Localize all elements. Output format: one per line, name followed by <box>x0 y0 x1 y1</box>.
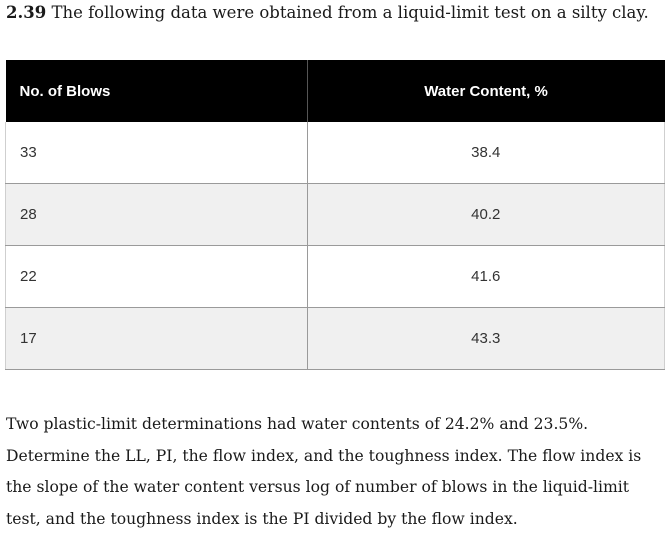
table-header-row: No. of Blows Water Content, % <box>5 60 665 122</box>
body-paragraph: Two plastic-limit determinations had wat… <box>6 415 642 528</box>
cell-blows: 17 <box>5 307 308 370</box>
table-row: 33 38.4 <box>5 122 665 184</box>
table-row: 22 41.6 <box>5 245 665 308</box>
cell-blows: 28 <box>5 183 308 246</box>
column-header-blows: No. of Blows <box>5 60 308 122</box>
problem-heading: 2.39 The following data were obtained fr… <box>6 2 661 24</box>
cell-water-content: 38.4 <box>307 122 665 184</box>
problem-body: Two plastic-limit determinations had wat… <box>6 409 662 535</box>
table-row: 17 43.3 <box>5 307 665 370</box>
cell-blows: 22 <box>5 245 308 308</box>
problem-statement: The following data were obtained from a … <box>51 3 649 22</box>
cell-blows: 33 <box>5 122 308 184</box>
table-row: 28 40.2 <box>5 183 665 246</box>
cell-water-content: 43.3 <box>307 307 665 370</box>
cell-water-content: 40.2 <box>307 183 665 246</box>
problem-number: 2.39 <box>6 3 47 22</box>
column-header-water-content: Water Content, % <box>307 60 665 122</box>
data-table: No. of Blows Water Content, % 33 38.4 28… <box>5 60 665 370</box>
cell-water-content: 41.6 <box>307 245 665 308</box>
